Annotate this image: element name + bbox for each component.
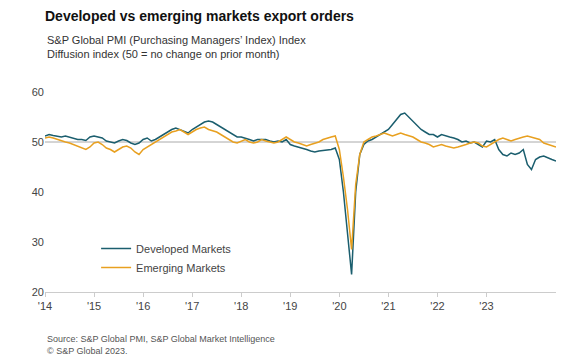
svg-text:Source: S&P Global PMI, S&P Gl: Source: S&P Global PMI, S&P Global Marke…	[47, 334, 275, 356]
svg-text:'15: '15	[87, 300, 101, 312]
svg-text:60: 60	[32, 86, 44, 98]
svg-text:'23: '23	[479, 300, 493, 312]
svg-text:'20: '20	[332, 300, 346, 312]
svg-text:30: 30	[32, 236, 44, 248]
svg-text:'19: '19	[283, 300, 297, 312]
svg-text:'18: '18	[234, 300, 248, 312]
svg-text:20: 20	[32, 286, 44, 298]
svg-text:Developed Markets: Developed Markets	[136, 243, 231, 255]
svg-text:Developed vs emerging markets: Developed vs emerging markets export ord…	[45, 8, 354, 24]
svg-text:'16: '16	[136, 300, 150, 312]
svg-text:'17: '17	[185, 300, 199, 312]
svg-text:S&P Global PMI (Purchasing Man: S&P Global PMI (Purchasing Managers’ Ind…	[47, 34, 306, 60]
svg-text:40: 40	[32, 186, 44, 198]
svg-text:'22: '22	[430, 300, 444, 312]
svg-text:'14: '14	[38, 300, 52, 312]
svg-text:Emerging Markets: Emerging Markets	[136, 262, 226, 274]
svg-text:'21: '21	[381, 300, 395, 312]
svg-text:50: 50	[32, 136, 44, 148]
